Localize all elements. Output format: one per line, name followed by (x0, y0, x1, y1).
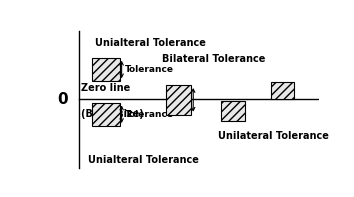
Bar (221, 101, 245, 122)
Text: Unilateral Tolerance: Unilateral Tolerance (218, 131, 329, 141)
Text: Bilateral Tolerance: Bilateral Tolerance (162, 54, 266, 63)
Text: Tolerance: Tolerance (125, 65, 174, 74)
Text: 0: 0 (57, 92, 67, 107)
Bar (270, 82, 294, 99)
Bar (92, 102, 120, 126)
Text: Zero line: Zero line (81, 83, 131, 93)
Bar (92, 58, 120, 81)
Text: Unialteral Tolerance: Unialteral Tolerance (95, 38, 206, 48)
Text: Tolerance: Tolerance (125, 110, 174, 119)
Text: Unialteral Tolerance: Unialteral Tolerance (88, 155, 199, 165)
Text: (Basic size): (Basic size) (81, 109, 144, 119)
Bar (166, 85, 191, 115)
